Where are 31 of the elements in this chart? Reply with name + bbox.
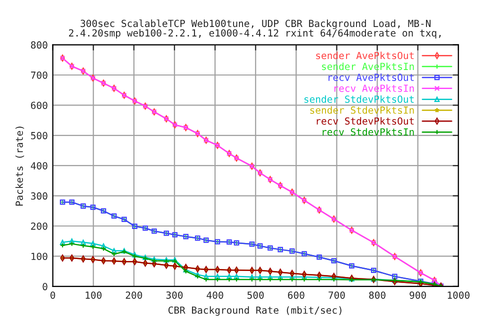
legend-label: sender StdevPktsOut — [304, 95, 414, 103]
x-tick-label: 900 — [410, 291, 426, 299]
x-tick-label: 800 — [369, 291, 386, 299]
legend-label: recv StdevPktsIn — [322, 128, 414, 136]
x-tick-label: 0 — [50, 291, 56, 299]
x-tick-label: 1000 — [448, 291, 470, 299]
y-tick-label: 800 — [31, 41, 48, 49]
chart-title: 300sec ScalableTCP Web100tune, UDP CBR Background Load, MB-N 2.4.20smp web100-2.2.1, e1000-4.4.12 rxint 64/64moderate on txq, — [69, 20, 441, 39]
y-tick-label: 100 — [32, 252, 48, 260]
x-tick-label: 300 — [166, 291, 183, 299]
y-axis-title: Packets (rate) — [15, 126, 24, 206]
y-tick-label: 200 — [31, 222, 48, 230]
x-tick-label: 200 — [126, 291, 142, 299]
legend-label: sender AvePktsOut — [316, 52, 414, 60]
legend-label: recv StdevPktsOut — [316, 117, 414, 125]
x-tick-label: 600 — [288, 291, 304, 299]
legend-label: sender AvePktsIn — [322, 62, 414, 70]
y-tick-label: 400 — [30, 162, 48, 170]
legend-label: sender StdevPktsIn — [310, 106, 414, 114]
y-tick-label: 700 — [31, 72, 48, 79]
x-tick-label: 100 — [86, 291, 102, 299]
y-tick-label: 300 — [31, 192, 48, 200]
y-tick-label: 500 — [31, 132, 48, 140]
x-tick-label: 400 — [206, 291, 224, 299]
x-tick-label: 500 — [248, 291, 264, 299]
x-axis-title: CBR Background Rate (mbit/sec) — [168, 306, 342, 316]
y-tick-label: 0 — [42, 282, 48, 290]
y-tick-label: 600 — [31, 102, 48, 110]
legend-label: recv AvePktsOut — [328, 73, 414, 82]
legend-label: recv AvePktsIn — [334, 84, 414, 92]
x-tick-label: 700 — [328, 291, 345, 299]
